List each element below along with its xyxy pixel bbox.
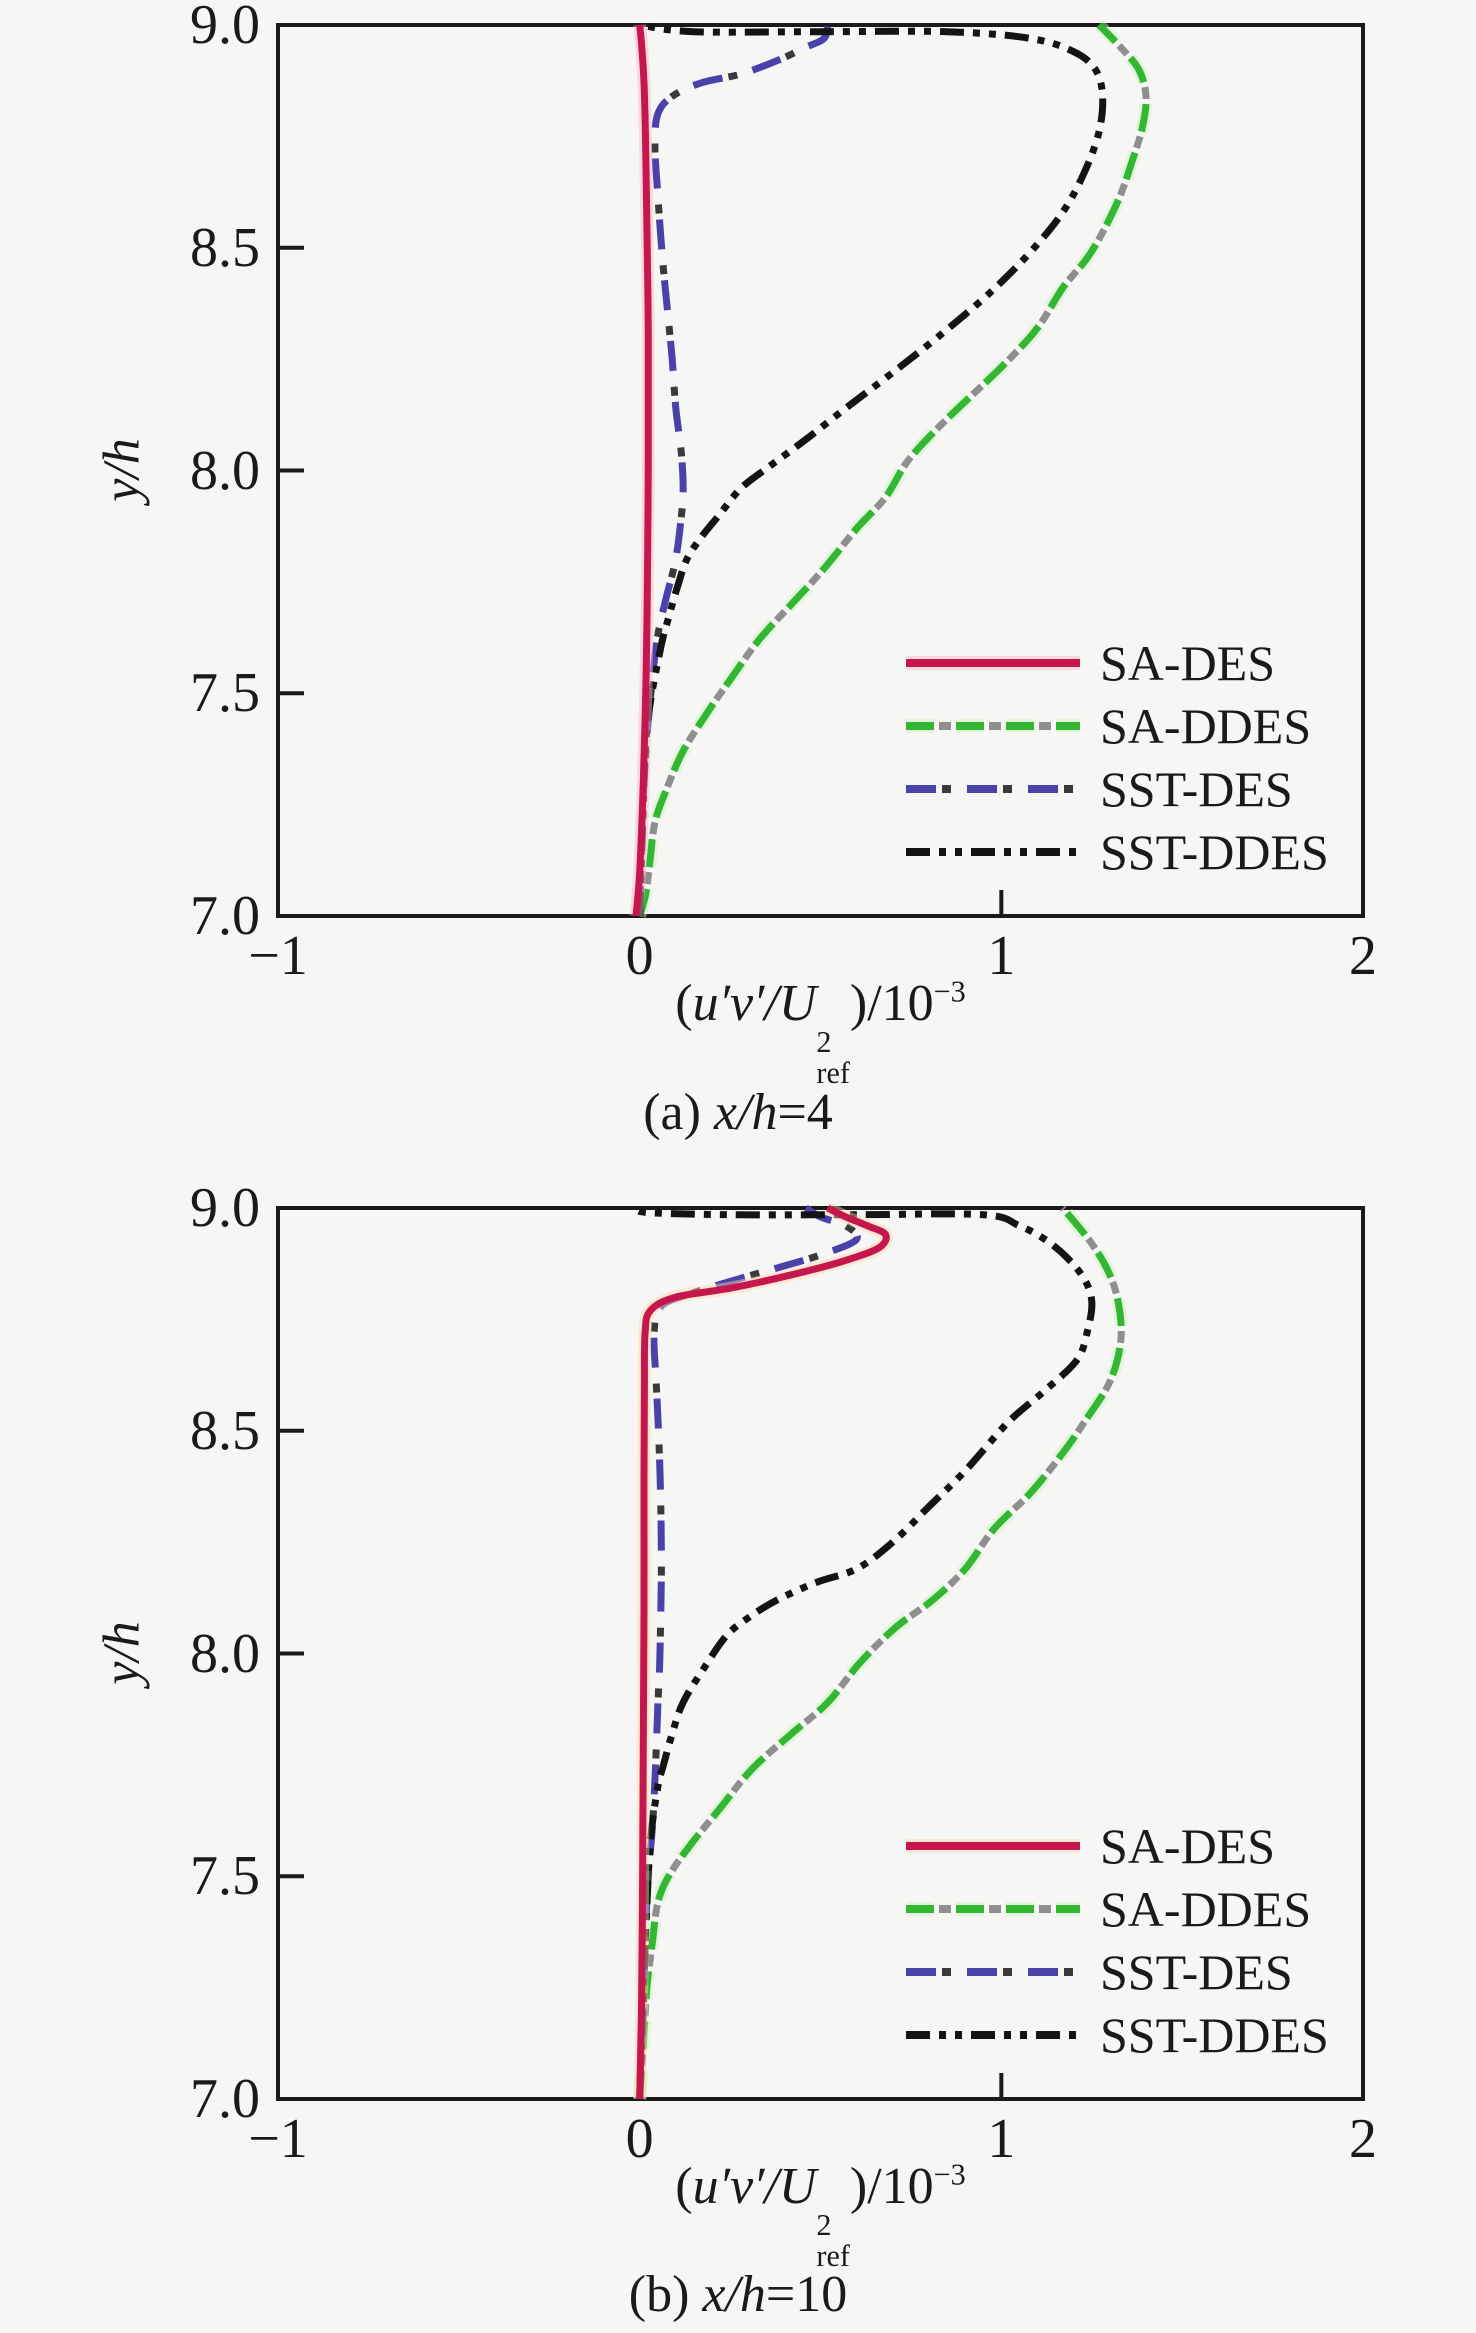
- y-tick-label-a: 7.0: [190, 885, 260, 947]
- sst-des-curve-under: [636, 24, 832, 917]
- legend-line-sample-sa-ddes: [906, 718, 1080, 733]
- xlabel-close-paren: )/10: [849, 975, 934, 1032]
- legend-label-sst-des: SST-DES: [1100, 1943, 1293, 2000]
- y-tick-label-b: 7.0: [190, 2068, 260, 2130]
- panel-b: [276, 1202, 1365, 2101]
- legend-label-sa-des: SA-DES: [1100, 1817, 1276, 1874]
- xlabel-supsub: 2 ref: [816, 2210, 849, 2272]
- caption-b-index: (b): [628, 2266, 703, 2323]
- x-axis-label-a: (u′v′/U 2 ref)/10−3: [278, 974, 1363, 1089]
- x-tick-label-a: 1: [987, 925, 1016, 987]
- y-tick-label-a: 9.0: [190, 0, 260, 56]
- legend-line-sample-sst-ddes: [906, 847, 1080, 856]
- y-tick-label-a: 8.5: [190, 216, 260, 279]
- xlabel-subscript: ref: [816, 2238, 850, 2273]
- xlabel-superscript: 2: [816, 2208, 832, 2243]
- legend-a: SA-DES SA-DDES SST-DES SST-DDES: [902, 631, 1329, 883]
- sst-ddes-curve: [636, 21, 1107, 917]
- legend-item-sa-ddes: SA-DDES: [902, 694, 1329, 757]
- x-tick-label-b: 0: [625, 2108, 654, 2170]
- plot-frame-a: [276, 23, 1365, 918]
- legend-label-sst-ddes: SST-DDES: [1100, 823, 1329, 880]
- y-tick-label-b: 8.0: [190, 1622, 260, 1685]
- xlabel-supsub: 2 ref: [816, 1027, 849, 1089]
- xlabel-open-paren: (: [675, 2158, 693, 2215]
- legend-item-sa-des: SA-DES: [902, 631, 1329, 694]
- x-tick-label-a: −1: [248, 925, 308, 987]
- legend-item-sst-ddes: SST-DDES: [902, 2003, 1329, 2066]
- sa-ddes-curve-under: [636, 22, 1150, 917]
- legend-label-sa-ddes: SA-DDES: [1100, 1880, 1312, 1937]
- sst-des-curve: [636, 24, 832, 917]
- legend-label-sa-des: SA-DES: [1100, 634, 1276, 691]
- x-axis-label-b: (u′v′/U 2 ref)/10−3: [278, 2157, 1363, 2272]
- sst-ddes-curve: [634, 1204, 1096, 2100]
- y-tick-label-b: 7.5: [190, 1845, 260, 1908]
- legend-line-sample-sst-des: [906, 1967, 1080, 1976]
- caption-b: (b) x/h=10: [0, 2266, 1476, 2323]
- y-tick-label-a: 7.5: [190, 662, 260, 725]
- x-tick-label-b: −1: [248, 2108, 308, 2170]
- legend-item-sst-ddes: SST-DDES: [902, 820, 1329, 883]
- legend-line-sample-sa-des: [906, 655, 1080, 670]
- legend-label-sst-ddes: SST-DDES: [1100, 2006, 1329, 2063]
- caption-a: (a) x/h=4: [0, 1084, 1476, 1141]
- legend-line-sample-sst-ddes: [906, 2030, 1080, 2039]
- legend-line-sample-sa-des: [906, 1838, 1080, 1853]
- legend-line-sample-sst-des: [906, 784, 1080, 793]
- legend-line-sample-sa-ddes: [906, 1901, 1080, 1916]
- sa-ddes-curve: [636, 1205, 1125, 2100]
- y-axis-label-b: y/h: [93, 1621, 152, 1685]
- xlabel-exponent: −3: [933, 974, 966, 1009]
- xlabel-math-term: u′v′/U: [692, 2158, 817, 2215]
- y-tick-label-b: 9.0: [190, 1177, 260, 1239]
- caption-b-math: x/h: [702, 2266, 766, 2323]
- x-tick-label-b: 2: [1349, 2108, 1377, 2170]
- sst-des-curve-under: [636, 1205, 861, 2100]
- y-axis-label-a: y/h: [93, 438, 152, 502]
- caption-a-math: x/h: [713, 1084, 778, 1141]
- legend-label-sst-des: SST-DES: [1100, 760, 1293, 817]
- sa-des-curve: [636, 1204, 890, 2100]
- sst-des-curve: [636, 1205, 861, 2100]
- legend-item-sa-des: SA-DES: [902, 1814, 1329, 1877]
- sa-des-curve: [632, 24, 652, 917]
- xlabel-superscript: 2: [816, 1025, 832, 1060]
- xlabel-subscript: ref: [816, 1055, 850, 1090]
- sa-ddes-curve: [636, 22, 1150, 917]
- y-tick-label-a: 8.0: [190, 439, 260, 502]
- xlabel-close-paren: )/10: [849, 2158, 934, 2215]
- legend-item-sst-des: SST-DES: [902, 757, 1329, 820]
- x-tick-label-b: 1: [987, 2108, 1016, 2170]
- y-tick-label-b: 8.5: [190, 1399, 260, 1462]
- sa-des-curve-glow: [633, 1202, 893, 2100]
- legend-item-sa-ddes: SA-DDES: [902, 1877, 1329, 1940]
- xlabel-math-term: u′v′/U: [692, 975, 817, 1032]
- x-tick-label-a: 2: [1349, 925, 1377, 987]
- plot-frame-b: [276, 1206, 1365, 2101]
- caption-a-index: (a): [643, 1084, 714, 1141]
- sa-ddes-curve-under: [636, 1205, 1125, 2100]
- legend-label-sa-ddes: SA-DDES: [1100, 697, 1312, 754]
- x-tick-label-a: 0: [625, 925, 654, 987]
- xlabel-open-paren: (: [675, 975, 693, 1032]
- y-axis-label-text-a: y/h: [93, 438, 151, 502]
- caption-b-value: =10: [765, 2266, 848, 2323]
- xlabel-exponent: −3: [933, 2157, 966, 2192]
- legend-b: SA-DES SA-DDES SST-DES SST-DDES: [902, 1814, 1329, 2066]
- legend-item-sst-des: SST-DES: [902, 1940, 1329, 2003]
- panel-a: [276, 20, 1365, 918]
- caption-a-value: =4: [777, 1084, 833, 1141]
- y-axis-label-text-b: y/h: [93, 1621, 151, 1685]
